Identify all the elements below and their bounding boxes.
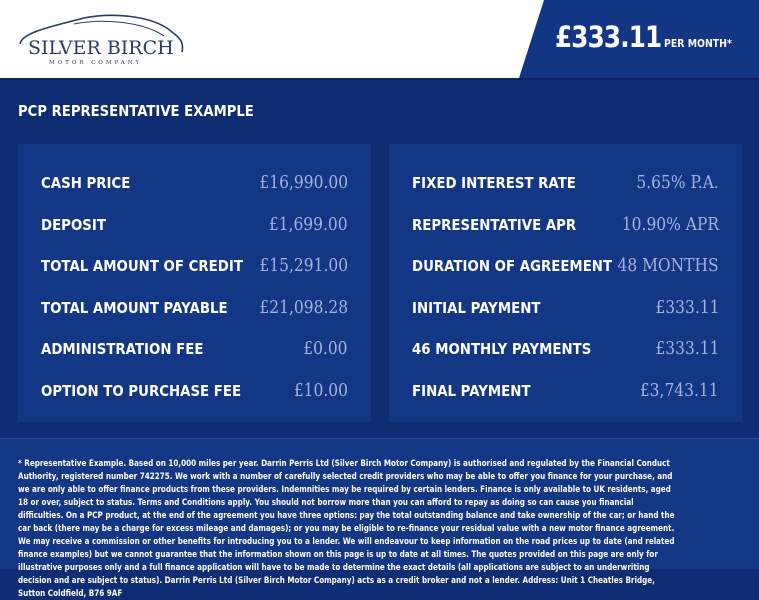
finance-label: DURATION OF AGREEMENT xyxy=(412,257,613,275)
finance-label: INITIAL PAYMENT xyxy=(412,298,541,317)
logo-subtext: MOTOR COMPANY xyxy=(49,60,142,66)
finance-row: CASH PRICE £16,990.00 xyxy=(41,172,348,198)
finance-value: £15,291.00 xyxy=(259,255,348,276)
logo-text: SILVER BIRCH xyxy=(28,37,174,59)
finance-value: £21,098.28 xyxy=(259,296,348,318)
finance-row: TOTAL AMOUNT PAYABLE £21,098.28 xyxy=(41,296,348,323)
finance-row: OPTION TO PURCHASE FEE £10.00 xyxy=(41,379,348,406)
pcp-example-section: PCP REPRESENTATIVE EXAMPLE CASH PRICE £16… xyxy=(0,78,759,438)
finance-value: £16,990.00 xyxy=(259,172,348,193)
finance-label: TOTAL AMOUNT OF CREDIT xyxy=(41,257,243,275)
finance-value: £0.00 xyxy=(303,338,348,359)
finance-label: CASH PRICE xyxy=(41,174,131,192)
finance-row: INITIAL PAYMENT £333.11 xyxy=(412,296,719,323)
finance-label: ADMINISTRATION FEE xyxy=(41,340,204,358)
finance-value: £10.00 xyxy=(293,379,348,401)
finance-panel-left: CASH PRICE £16,990.00 DEPOSIT £1,699.00 TOTA… xyxy=(18,144,371,422)
finance-label: DEPOSIT xyxy=(41,215,106,234)
finance-value: £1,699.00 xyxy=(269,213,348,235)
finance-row: 46 MONTHLY PAYMENTS £333.11 xyxy=(412,338,719,364)
price-banner xyxy=(519,0,759,78)
finance-value: £333.11 xyxy=(654,338,719,359)
section-title: PCP REPRESENTATIVE EXAMPLE xyxy=(18,102,254,120)
finance-value: 10.90% APR xyxy=(621,213,719,235)
finance-label: 46 MONTHLY PAYMENTS xyxy=(412,340,592,358)
finance-row: DURATION OF AGREEMENT 48 MONTHS xyxy=(412,255,719,281)
finance-row: FIXED INTEREST RATE 5.65% P.A. xyxy=(412,172,719,198)
finance-label: FINAL PAYMENT xyxy=(412,381,531,400)
finance-label: REPRESENTATIVE APR xyxy=(412,215,577,234)
finance-panel-right: FIXED INTEREST RATE 5.65% P.A. REPRESENTAT… xyxy=(389,144,742,422)
finance-label: TOTAL AMOUNT PAYABLE xyxy=(41,298,228,317)
logo-car-roofline-icon xyxy=(73,20,165,37)
finance-row: DEPOSIT £1,699.00 xyxy=(41,213,348,240)
finance-row: ADMINISTRATION FEE £0.00 xyxy=(41,338,348,364)
finance-value: 48 MONTHS xyxy=(617,255,719,276)
finance-value: £3,743.11 xyxy=(640,379,719,401)
finance-row: TOTAL AMOUNT OF CREDIT £15,291.00 xyxy=(41,255,348,281)
finance-label: FIXED INTEREST RATE xyxy=(412,174,576,192)
disclaimer: * Representative Example. Based on 10,00… xyxy=(0,438,759,598)
disclaimer-text: * Representative Example. Based on 10,00… xyxy=(18,458,675,598)
logo-car-outline-icon xyxy=(19,14,184,53)
monthly-price: £333.11 xyxy=(555,20,662,54)
finance-row: FINAL PAYMENT £3,743.11 xyxy=(412,379,719,406)
silver-birch-logo[interactable]: SILVER BIRCH MOTOR COMPANY xyxy=(14,12,189,67)
finance-row: REPRESENTATIVE APR 10.90% APR xyxy=(412,213,719,240)
finance-label: OPTION TO PURCHASE FEE xyxy=(41,381,242,400)
finance-value: 5.65% P.A. xyxy=(636,172,719,193)
finance-value: £333.11 xyxy=(654,296,719,318)
per-month-label: PER MONTH* xyxy=(664,37,732,50)
header: SILVER BIRCH MOTOR COMPANY £333.11 PER M… xyxy=(0,0,759,78)
